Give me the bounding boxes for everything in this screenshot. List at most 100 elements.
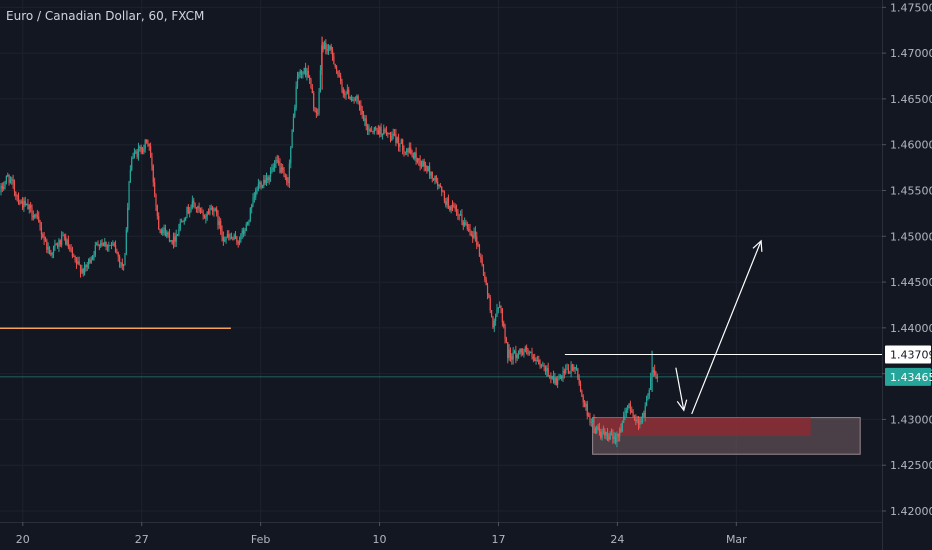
candle-body [248, 220, 250, 223]
candle-body [392, 133, 394, 136]
candle-body [435, 175, 437, 182]
candle-body [381, 134, 384, 136]
candle-body [148, 143, 150, 147]
candle-body [508, 349, 510, 359]
candle-body [414, 152, 416, 159]
candle-body [500, 305, 502, 309]
candle-body [341, 81, 343, 90]
candle-body [32, 215, 34, 218]
candle-body [303, 67, 305, 74]
candle-body [39, 221, 41, 228]
candle-body [573, 366, 575, 371]
candle-body [300, 71, 303, 74]
candle-body [636, 419, 638, 422]
candle-body [596, 426, 598, 433]
candle-body [597, 426, 599, 428]
candle-body [379, 127, 381, 135]
candle-body [140, 147, 142, 152]
candle-body [621, 422, 623, 432]
candle-body [224, 239, 226, 241]
candle-body [369, 129, 371, 132]
candle-body [23, 200, 25, 208]
candle-body [207, 211, 210, 214]
y-tick-label: 1.44000 [890, 322, 932, 335]
candle-body [46, 240, 48, 250]
candle-body [530, 351, 532, 353]
candle-body [75, 260, 78, 264]
demand-zone-inner [596, 417, 811, 436]
candle-body [271, 169, 273, 172]
candle-body [570, 364, 572, 373]
candle-body [361, 110, 363, 115]
candle-body [210, 207, 212, 210]
candle-body [451, 205, 454, 207]
candle-body [123, 264, 125, 266]
candle-body [431, 171, 433, 178]
candle-body [30, 205, 32, 208]
candle-body [79, 264, 82, 273]
candle-body [182, 221, 184, 222]
candle-body [8, 174, 10, 183]
candle-body [364, 118, 366, 121]
horizontal-level-tag-label: 1.43709 [890, 349, 932, 362]
candle-body [586, 403, 588, 416]
horizontal-level-tag-box [885, 345, 931, 364]
candle-body [416, 158, 419, 163]
candle-body [539, 364, 541, 367]
candle-body [323, 42, 326, 50]
y-tick-label: 1.47000 [890, 47, 932, 60]
candle-body [144, 139, 146, 149]
candle-body [167, 232, 169, 235]
candle-body [372, 130, 374, 132]
candle-body [198, 206, 200, 210]
x-axis[interactable]: 20 27 Feb 10 17 24 Mar [0, 522, 882, 546]
x-tick-label: Feb [251, 533, 270, 546]
candle-body [470, 234, 472, 236]
candle-body [67, 240, 69, 248]
candle-body [447, 198, 450, 207]
candle-body [495, 316, 497, 321]
candle-body [121, 262, 123, 266]
candle-body [199, 209, 202, 212]
y-tick-label: 1.42000 [890, 505, 932, 518]
candle-body [645, 399, 648, 407]
candle-body [229, 236, 231, 238]
candle-body [164, 227, 167, 237]
candle-body [21, 201, 24, 208]
candle-body [12, 179, 14, 184]
candle-body [232, 238, 234, 240]
candle-body [501, 308, 503, 323]
candle-body [521, 352, 524, 355]
candle-body [154, 182, 156, 195]
candle-body [96, 243, 98, 246]
candle-body [255, 190, 257, 198]
candle-body [536, 359, 539, 361]
candle-body [65, 236, 67, 245]
candle-body [476, 236, 478, 246]
candle-body [516, 354, 518, 359]
candle-body [100, 242, 102, 246]
candle-body [481, 258, 483, 265]
candle-body [34, 214, 36, 218]
candle-body [233, 235, 235, 240]
candle-body [408, 147, 410, 153]
candle-body [449, 206, 451, 211]
candle-body [493, 320, 495, 328]
candle-body [228, 234, 230, 238]
candle-body [387, 133, 389, 135]
candle-body [40, 227, 43, 235]
candle-body [396, 137, 398, 143]
candle-body [329, 46, 331, 50]
candle-body [509, 349, 512, 357]
candle-body [383, 129, 385, 135]
candle-body [400, 139, 402, 144]
candle-body [376, 127, 378, 131]
candle-body [629, 403, 632, 411]
candle-body [474, 231, 477, 237]
candle-body [43, 236, 45, 241]
grid [0, 0, 882, 522]
candle-body [194, 203, 196, 208]
candle-body [217, 213, 219, 225]
